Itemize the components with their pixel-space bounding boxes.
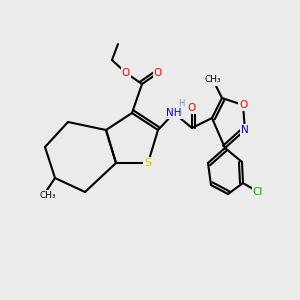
Text: S: S — [144, 158, 152, 168]
Text: O: O — [188, 103, 196, 113]
Text: O: O — [122, 68, 130, 78]
Text: H: H — [178, 99, 184, 108]
Text: N: N — [241, 125, 249, 135]
Text: CH₃: CH₃ — [205, 76, 221, 85]
Text: O: O — [154, 68, 162, 78]
Text: O: O — [239, 100, 247, 110]
Text: CH₃: CH₃ — [40, 191, 56, 200]
Text: Cl: Cl — [253, 187, 263, 197]
Text: NH: NH — [166, 108, 182, 118]
